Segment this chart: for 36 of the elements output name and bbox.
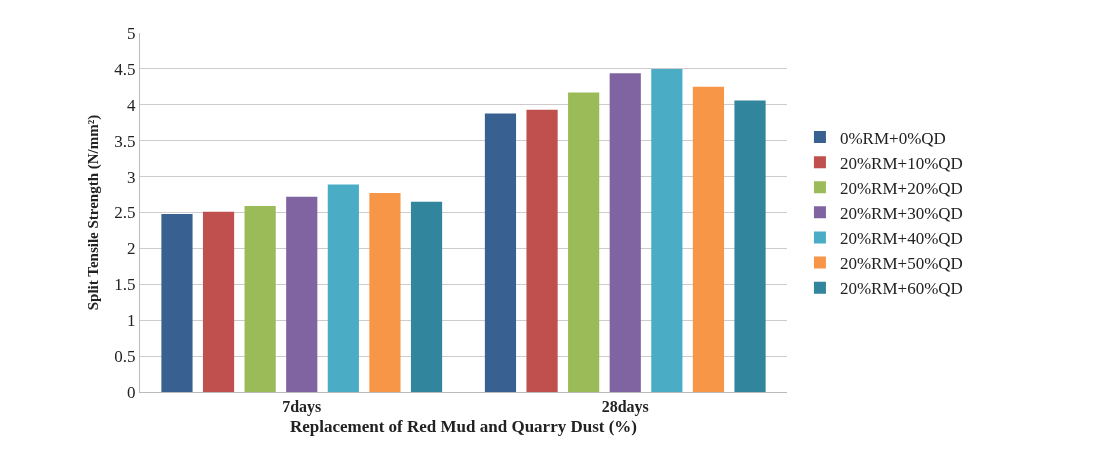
bar: [286, 196, 318, 392]
x-tick-label: 7days: [282, 398, 322, 417]
bar: [734, 100, 766, 392]
x-tick-label: 28days: [601, 398, 649, 417]
legend-label: 0%RM+0%QD: [839, 128, 946, 148]
bar: [609, 73, 641, 392]
bar: [161, 213, 193, 392]
y-tick-label: 4.5: [114, 59, 136, 79]
bar: [568, 92, 600, 392]
bar: [327, 184, 359, 392]
legend-label: 20%RM+10%QD: [839, 153, 963, 173]
y-tick-label: 0.5: [114, 347, 136, 367]
y-tick-label: 2: [127, 239, 136, 259]
x-axis-title: Replacement of Red Mud and Quarry Dust (%): [289, 416, 638, 436]
y-tick-label: 1.5: [114, 275, 136, 295]
y-tick-label: 5: [127, 23, 136, 43]
y-tick-label: 1: [127, 311, 136, 331]
bar: [692, 86, 725, 392]
legend-label: 20%RM+50%QD: [839, 254, 963, 274]
y-tick-label: 3: [127, 167, 136, 187]
bar: [410, 201, 443, 392]
legend-label: 20%RM+20%QD: [839, 178, 963, 198]
bar: [369, 193, 401, 392]
legend-label: 20%RM+30%QD: [839, 203, 963, 223]
bar: [526, 109, 558, 392]
y-tick-label: 2.5: [114, 203, 136, 223]
y-axis-title: Split Tensile Strength (N/mm²): [84, 114, 102, 311]
y-tick-label: 4: [127, 95, 137, 115]
legend-label: 20%RM+60%QD: [839, 279, 963, 299]
y-tick-label: 0: [127, 382, 136, 402]
bar: [244, 206, 276, 392]
bar: [484, 113, 517, 392]
bar: [651, 68, 683, 392]
bar: [202, 211, 235, 392]
legend-label: 20%RM+40%QD: [839, 229, 963, 249]
y-tick-label: 3.5: [114, 131, 136, 151]
